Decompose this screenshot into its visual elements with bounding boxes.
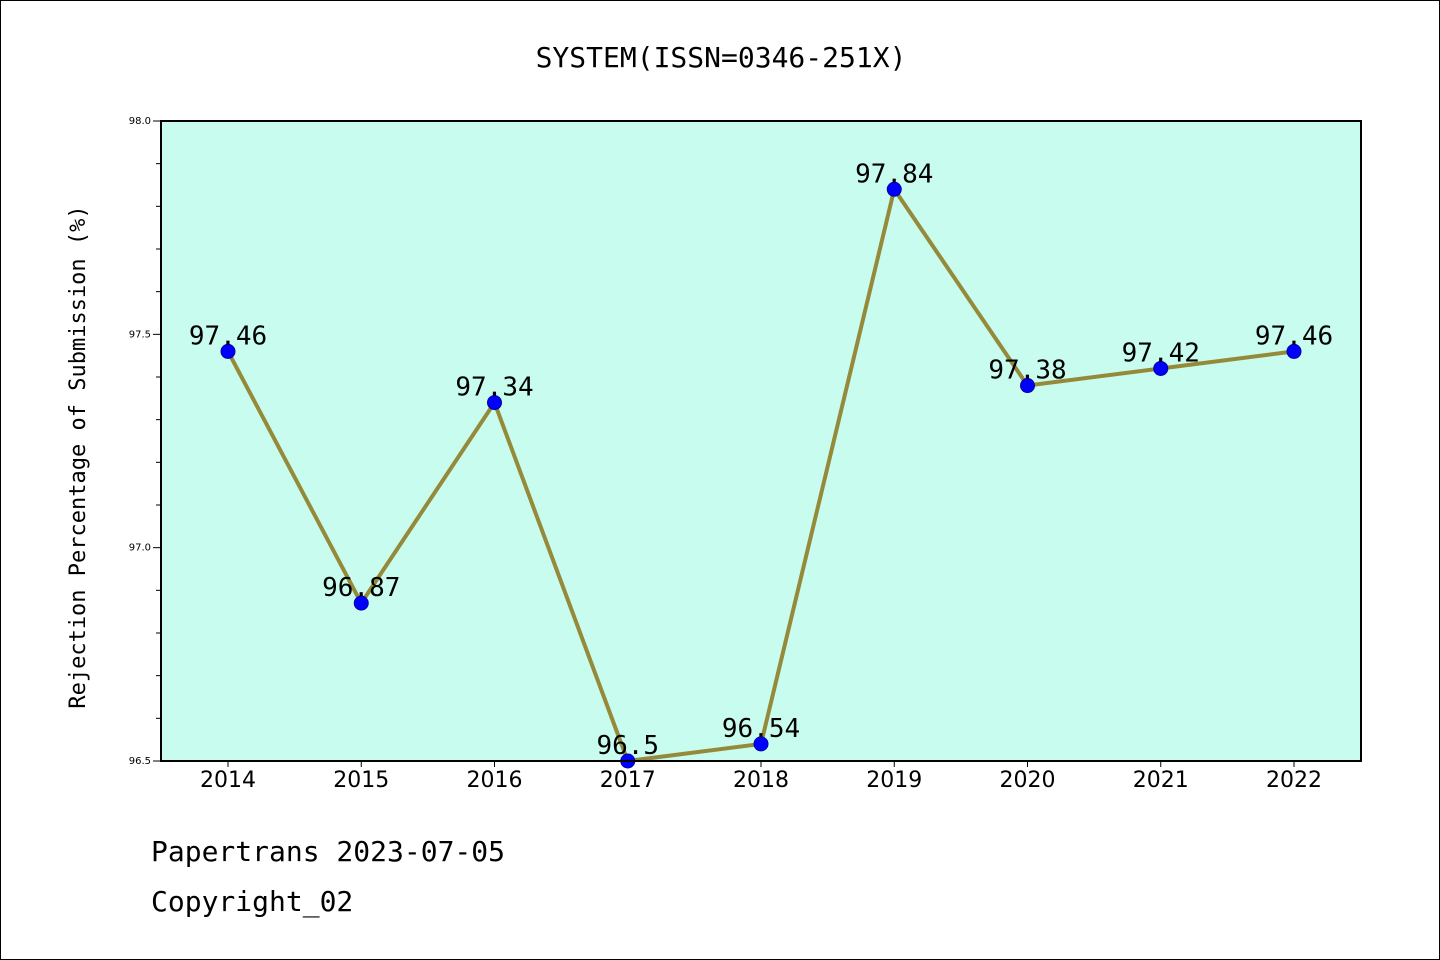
x-tick-label: 2017: [600, 768, 656, 793]
data-point: [220, 343, 236, 359]
data-point: [753, 736, 769, 752]
data-label: 96.5: [596, 731, 659, 761]
plot-area: [161, 121, 1361, 761]
data-point: [1286, 343, 1302, 359]
data-point: [886, 181, 902, 197]
y-tick-label: 97.0: [129, 543, 151, 554]
footer-date: Papertrans 2023-07-05: [151, 835, 506, 868]
x-tick-label: 2019: [866, 768, 922, 793]
x-tick-label: 2014: [200, 768, 256, 793]
x-axis-ticks: 2014 2015 2016 2017 2018 2019 2020 2021 2022: [200, 761, 1322, 793]
y-axis-ticks: 96.5 97.0 97.5 98.0: [129, 116, 161, 767]
data-label: 97.46: [1255, 321, 1333, 351]
data-point: [1153, 360, 1169, 376]
data-label: 97.34: [455, 373, 533, 403]
x-tick-label: 2018: [733, 768, 789, 793]
y-tick-label: 96.5: [129, 756, 151, 767]
x-tick-label: 2015: [333, 768, 389, 793]
plot-frame: [160, 120, 1362, 762]
data-point: [487, 395, 502, 411]
x-tick-label: 2022: [1266, 768, 1322, 793]
x-tick-label: 2020: [1000, 768, 1056, 793]
footer-copyright: Copyright_02: [151, 885, 354, 918]
y-axis-label: Rejection Percentage of Submission (%): [66, 205, 91, 708]
data-label: 96.54: [722, 714, 800, 744]
x-tick-label: 2021: [1133, 768, 1189, 793]
chart-title: SYSTEM(ISSN=0346-251X): [536, 41, 907, 74]
y-tick-label: 98.0: [129, 116, 151, 127]
x-tick-label: 2016: [467, 768, 523, 793]
y-tick-label: 97.5: [129, 329, 151, 340]
data-point: [353, 595, 369, 611]
data-label: 97.46: [189, 321, 267, 351]
data-label: 97.38: [988, 356, 1066, 386]
data-label: 96.87: [322, 573, 400, 603]
data-label: 97.84: [855, 159, 933, 189]
series-layer: 97.46 96.87 97.34 96.5 96.54 97.84 97.38 97.42 9…: [189, 159, 1333, 769]
data-label: 97.42: [1122, 338, 1200, 368]
data-point: [1020, 378, 1035, 394]
